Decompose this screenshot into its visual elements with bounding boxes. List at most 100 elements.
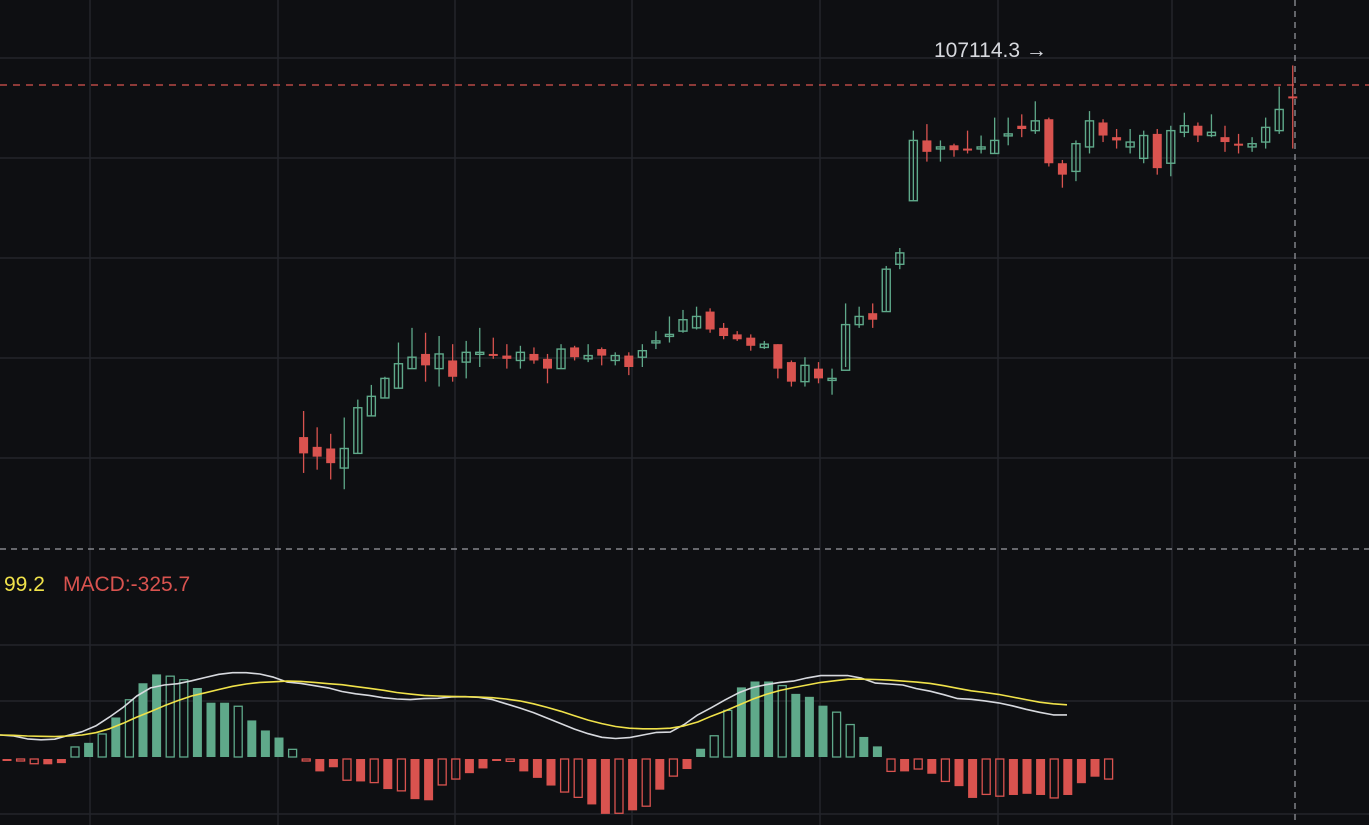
candle-body-up: [407, 356, 417, 370]
macd-histogram-bar: [600, 759, 610, 814]
candle-body-up: [515, 351, 526, 362]
candle-body-up: [380, 377, 390, 399]
macd-histogram-bar: [260, 730, 270, 757]
candle-body-down: [814, 368, 823, 379]
macd-histogram-bar: [1036, 759, 1046, 795]
candle-body-down: [1193, 125, 1203, 136]
macd-histogram-bar: [1049, 758, 1059, 799]
candle-body-up: [664, 333, 675, 338]
macd-histogram-bar: [220, 702, 230, 757]
macd-histogram-bar: [859, 736, 869, 757]
macd-histogram-bar: [927, 759, 937, 774]
macd-histogram-bar: [886, 758, 896, 773]
macd-histogram-bar: [437, 758, 447, 786]
macd-histogram-bar: [247, 720, 257, 757]
candle-body-up: [610, 354, 620, 362]
signal-line: [0, 678, 1068, 738]
candle-body-up: [691, 315, 702, 329]
candle-body-down: [1112, 137, 1122, 141]
macd-histogram-bar: [777, 684, 787, 758]
macd-histogram-bar: [573, 758, 583, 798]
macd-line: [0, 671, 1067, 741]
macd-histogram-bar: [492, 759, 502, 761]
candle-body-down: [868, 313, 878, 320]
macd-histogram-bar: [1090, 759, 1100, 777]
candle-body-down: [1152, 133, 1162, 169]
macd-histogram-bar: [546, 759, 556, 786]
candle-body-up: [1166, 129, 1176, 164]
macd-histogram-bar: [424, 759, 434, 801]
arrow-right-icon: →: [1025, 39, 1047, 62]
candle-body-down: [949, 145, 959, 151]
candle-body-up: [1247, 142, 1257, 148]
candle-body-up: [1003, 133, 1013, 137]
candle-body-up: [475, 351, 485, 356]
candle-body-down: [421, 353, 431, 366]
candle-body-up: [651, 340, 661, 344]
macd-histogram-bar: [206, 702, 216, 757]
macd-histogram-bar: [845, 723, 855, 758]
macd-histogram-bar: [396, 758, 407, 792]
macd-histogram-bar: [995, 758, 1005, 797]
macd-histogram-bar: [559, 758, 570, 793]
macd-histogram-bar: [138, 683, 148, 757]
macd-histogram-bar: [587, 759, 597, 805]
macd-histogram-bar: [750, 681, 760, 757]
candle-body-up: [1179, 125, 1190, 133]
candle-body-up: [583, 354, 593, 360]
macd-histogram-bar: [682, 759, 692, 770]
macd-histogram-bar: [301, 758, 311, 762]
macd-histogram-bar: [111, 717, 121, 757]
macd-histogram-bar: [831, 711, 842, 758]
candle-body-up: [1030, 120, 1041, 132]
macd-histogram-bar: [152, 674, 162, 757]
macd-histogram-bar: [2, 759, 12, 761]
macd-histogram-bar: [124, 699, 135, 758]
candle-body-down: [597, 349, 607, 356]
candle-body-up: [976, 146, 986, 150]
candle-body-down: [1234, 143, 1244, 146]
macd-histogram-bar: [274, 737, 284, 757]
macd-histogram-bar: [56, 759, 66, 764]
candle-body-down: [786, 362, 796, 382]
macd-histogram-bar: [410, 759, 420, 800]
candle-body-up: [1260, 126, 1271, 143]
macd-histogram-bar: [165, 675, 175, 758]
macd-histogram-bar: [1008, 759, 1018, 795]
macd-histogram-bar: [1063, 759, 1073, 795]
macd-histogram-bar: [1076, 759, 1086, 784]
macd-histogram-bar: [940, 758, 951, 783]
macd-histogram-bar: [478, 759, 488, 769]
macd-histogram-bar: [70, 746, 80, 758]
candle-body-up: [637, 349, 648, 358]
candle-body-up: [366, 395, 377, 417]
candle-body-down: [922, 140, 932, 152]
candle-body-up: [1084, 120, 1095, 148]
candle-body-up: [1138, 134, 1149, 160]
candle-body-up: [1071, 142, 1081, 173]
candle-body-down: [448, 360, 458, 377]
candle-body-up: [434, 353, 444, 370]
candle-body-down: [326, 448, 336, 464]
macd-histogram-bar: [913, 758, 923, 770]
candle-body-up: [827, 377, 837, 382]
candle-body-up: [353, 407, 363, 455]
macd-histogram-bar: [872, 746, 882, 757]
macd-histogram-bar: [709, 735, 719, 758]
macd-histogram-bar: [328, 759, 338, 768]
macd-histogram-bar: [723, 709, 733, 758]
candle-body-up: [908, 139, 919, 202]
macd-histogram-bar: [342, 758, 352, 781]
candle-body-up: [881, 268, 891, 313]
macd-histogram-bar: [628, 759, 638, 811]
candle-body-down: [543, 358, 552, 369]
signal-value-label: 99.2: [4, 573, 45, 596]
macd-histogram-bar: [614, 758, 624, 814]
macd-histogram-bar: [369, 758, 379, 784]
macd-histogram-bar: [15, 758, 26, 762]
macd-histogram-bar: [451, 758, 461, 780]
candle-body-up: [935, 146, 946, 150]
candle-body-up: [461, 351, 471, 363]
